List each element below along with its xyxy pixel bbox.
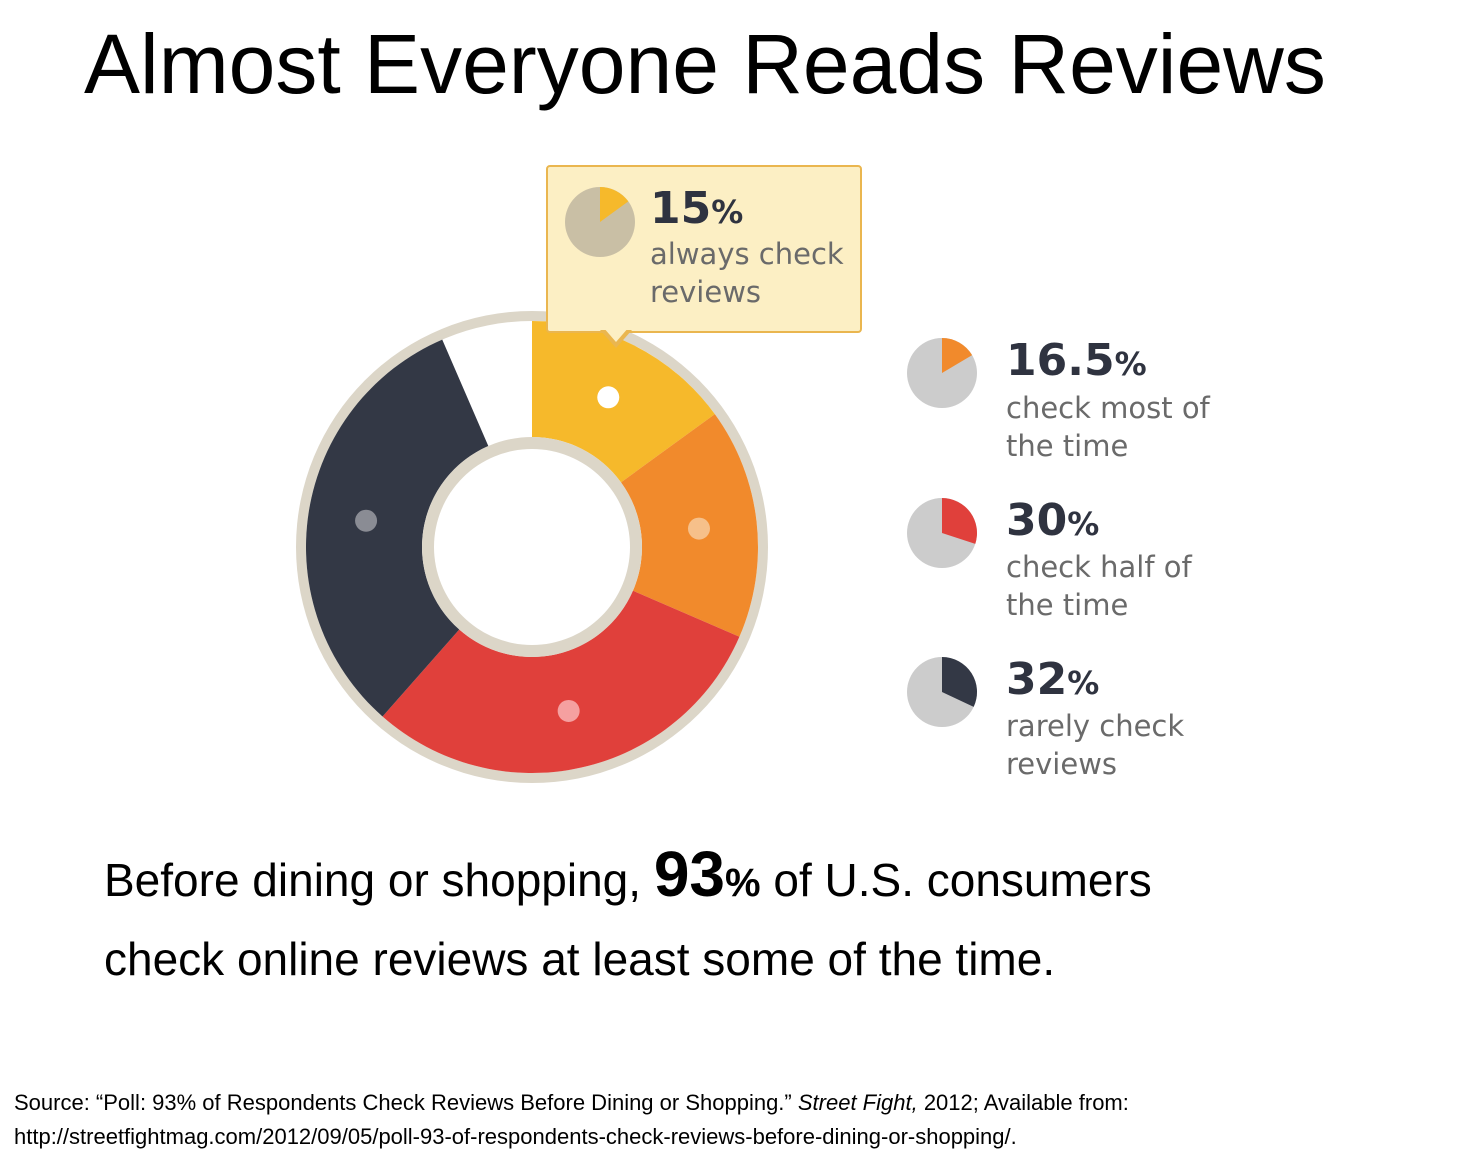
- mini-pie-wedge: [600, 187, 629, 222]
- slice-marker-dot: [687, 517, 710, 540]
- summary-text: Before dining or shopping,: [104, 854, 654, 906]
- source-text: 2012; Available from:: [917, 1090, 1129, 1115]
- percent-sign: %: [1114, 345, 1147, 383]
- source-line-1: Source: “Poll: 93% of Respondents Check …: [14, 1086, 1129, 1120]
- legend-value-most: 16.5%: [1006, 336, 1147, 389]
- summary-big-number: 93: [653, 838, 726, 910]
- legend-value-number: 32: [1006, 654, 1068, 705]
- legend-value-number: 15: [650, 183, 712, 234]
- source-text: Source: “Poll: 93% of Respondents Check …: [14, 1090, 798, 1115]
- legend-value-always: 15%: [650, 184, 743, 237]
- mini-pie-wedge: [942, 657, 977, 707]
- legend-label-line: reviews: [1006, 747, 1118, 781]
- summary-statement: Before dining or shopping, 93% of U.S. c…: [104, 836, 1152, 997]
- legend-label-line: the time: [1006, 588, 1129, 622]
- legend-label-line: always check: [650, 237, 844, 271]
- legend-label-line: the time: [1006, 429, 1129, 463]
- mini-pie-icon: [565, 187, 635, 257]
- legend-label-half: check half of the time: [1006, 548, 1192, 624]
- legend-label-line: rarely check: [1006, 709, 1185, 743]
- legend-value-rarely: 32%: [1006, 655, 1099, 708]
- donut-hole: [434, 449, 630, 645]
- percent-sign: %: [1067, 505, 1100, 543]
- summary-line-1: Before dining or shopping, 93% of U.S. c…: [104, 836, 1152, 921]
- percent-sign: %: [711, 193, 744, 231]
- donut-slice: [382, 590, 740, 773]
- slice-marker-dot: [557, 699, 580, 722]
- summary-text: of U.S. consumers: [760, 854, 1152, 906]
- source-citation: Source: “Poll: 93% of Respondents Check …: [14, 1086, 1129, 1154]
- summary-line-2: check online reviews at least some of th…: [104, 933, 1056, 985]
- legend-value-number: 30: [1006, 495, 1068, 546]
- donut-slice: [305, 339, 489, 717]
- slice-marker-dot: [597, 386, 620, 409]
- mini-pie-icon: [907, 657, 977, 727]
- mini-pie-icon: [907, 498, 977, 568]
- source-publication: Street Fight,: [797, 1090, 918, 1115]
- legend-label-line: check half of: [1006, 550, 1192, 584]
- mini-pie-wedge: [942, 338, 973, 373]
- percent-sign: %: [1067, 664, 1100, 702]
- mini-pie-icon: [907, 338, 977, 408]
- legend-label-line: reviews: [650, 275, 762, 309]
- mini-pie-wedge: [942, 498, 977, 544]
- summary-percent-sign: %: [725, 861, 761, 905]
- legend-value-half: 30%: [1006, 496, 1099, 549]
- donut-slice: [532, 321, 715, 483]
- legend-label-line: check most of: [1006, 391, 1210, 425]
- legend-label-always: always check reviews: [650, 235, 844, 311]
- source-url: http://streetfightmag.com/2012/09/05/pol…: [14, 1124, 1017, 1149]
- legend-label-rarely: rarely check reviews: [1006, 707, 1184, 783]
- legend-value-number: 16.5: [1006, 335, 1115, 386]
- callout-pointer: [600, 327, 632, 348]
- slice-marker-dot: [355, 509, 378, 532]
- page-title: Almost Everyone Reads Reviews: [84, 17, 1326, 111]
- donut-chart: [296, 311, 768, 783]
- legend-label-most: check most of the time: [1006, 389, 1210, 465]
